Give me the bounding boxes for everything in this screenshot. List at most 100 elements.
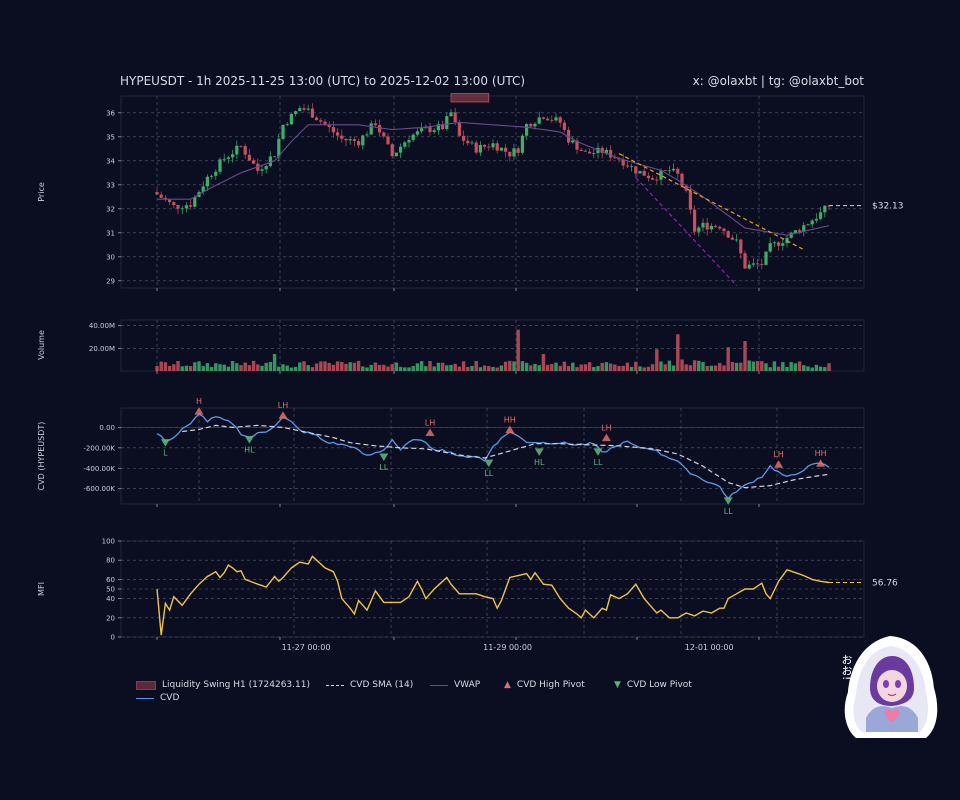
volume-bar	[302, 361, 306, 371]
volume-bar	[785, 366, 789, 371]
volume-bar	[247, 365, 252, 371]
candle-body	[722, 228, 726, 232]
volume-bar	[592, 367, 596, 371]
volume-bar	[390, 364, 394, 371]
liquidity-zone	[450, 93, 490, 103]
cvd-sma-line	[182, 424, 830, 489]
volume-bar	[709, 365, 714, 371]
candle-body	[491, 143, 495, 148]
candle-body	[550, 120, 554, 122]
candle-body	[340, 135, 344, 139]
candle-body	[310, 108, 314, 118]
volume-bar	[793, 363, 798, 371]
price-tick-label: 33	[106, 181, 115, 189]
volume-bar	[730, 361, 735, 371]
volume-bar	[697, 360, 701, 371]
volume-bar	[810, 367, 814, 371]
candle-body	[453, 112, 457, 123]
price-tick-label: 31	[106, 229, 115, 237]
volume-bar	[361, 366, 365, 371]
candle-body	[289, 113, 293, 125]
volume-bar	[806, 366, 810, 371]
candle-body	[184, 205, 188, 209]
volume-bar	[797, 361, 802, 371]
volume-bar	[705, 365, 709, 371]
candle-body	[604, 149, 608, 153]
cvd-tick-label: -200.00K	[83, 444, 115, 452]
volume-bar	[537, 365, 541, 371]
price-tick-label: 32	[106, 205, 115, 213]
candle-body	[588, 151, 592, 154]
cvd-low-pivot-marker	[484, 459, 494, 468]
volume-bar	[243, 362, 247, 371]
volume-bar	[251, 360, 256, 371]
candle-body	[193, 197, 197, 207]
volume-bar	[432, 366, 436, 371]
candle-body	[789, 232, 793, 238]
legend-label-cvd-high: CVD High Pivot	[516, 680, 585, 690]
candle-body	[180, 208, 184, 210]
candle-body	[390, 144, 394, 157]
volume-bar	[579, 364, 583, 371]
vwap-line	[157, 121, 830, 236]
volume-bar	[802, 365, 806, 371]
volume-bar	[634, 361, 638, 371]
volume-bar	[445, 365, 449, 371]
volume-bar	[172, 364, 176, 371]
volume-bar	[348, 362, 352, 371]
candle-body	[634, 166, 638, 174]
candle-body	[768, 243, 772, 252]
legend-item-cvd-sma: CVD SMA (14)	[326, 680, 413, 690]
volume-bar	[621, 365, 625, 371]
mfi-tick-label: 60	[106, 576, 115, 584]
volume-bar	[440, 362, 445, 371]
volume-bar	[340, 361, 344, 371]
volume-bar	[617, 365, 621, 371]
volume-bar	[781, 362, 785, 371]
candle-body	[793, 230, 797, 233]
volume-bar	[541, 354, 546, 371]
candle-body	[273, 156, 277, 158]
candle-body	[756, 263, 760, 265]
volume-bar	[398, 366, 403, 371]
cvd-high-pivot-marker	[505, 425, 515, 433]
volume-bar	[495, 367, 499, 371]
volume-bar	[163, 362, 168, 371]
volume-bar	[487, 366, 491, 371]
volume-bar	[667, 360, 672, 371]
volume-bar	[419, 361, 424, 371]
volume-bar	[768, 367, 772, 371]
candle-body	[168, 199, 172, 203]
mfi-tick-label: 80	[106, 557, 115, 565]
cvd-high-pivot-marker	[774, 460, 784, 468]
candle-body	[264, 165, 268, 170]
candle-body	[533, 123, 537, 127]
candle-body	[583, 150, 587, 152]
volume-bar	[256, 364, 260, 371]
volume-bar	[310, 367, 315, 371]
candle-body	[516, 148, 520, 153]
candle-body	[243, 145, 247, 155]
volume-bar	[264, 362, 268, 371]
volume-bar	[222, 364, 226, 371]
mascot-image	[844, 636, 938, 738]
candle-body	[495, 143, 499, 151]
volume-bar	[184, 365, 189, 371]
candle-body	[260, 169, 264, 171]
candle-body	[558, 117, 562, 123]
candle-body	[571, 140, 575, 143]
triangle-down-icon: ▼	[614, 680, 621, 690]
candle-body	[281, 124, 285, 139]
volume-bar	[529, 365, 533, 371]
volume-bar	[739, 362, 743, 371]
volume-bar	[167, 366, 172, 371]
legend-item-cvd-high: ▲ CVD High Pivot	[504, 680, 585, 690]
volume-bar	[344, 363, 348, 371]
price-tick-label: 34	[106, 157, 115, 165]
candle-body	[445, 116, 449, 130]
volume-bar	[277, 366, 281, 371]
candle-body	[478, 144, 482, 153]
candle-body	[172, 202, 176, 205]
candle-body	[159, 194, 163, 198]
candle-body	[630, 166, 634, 168]
